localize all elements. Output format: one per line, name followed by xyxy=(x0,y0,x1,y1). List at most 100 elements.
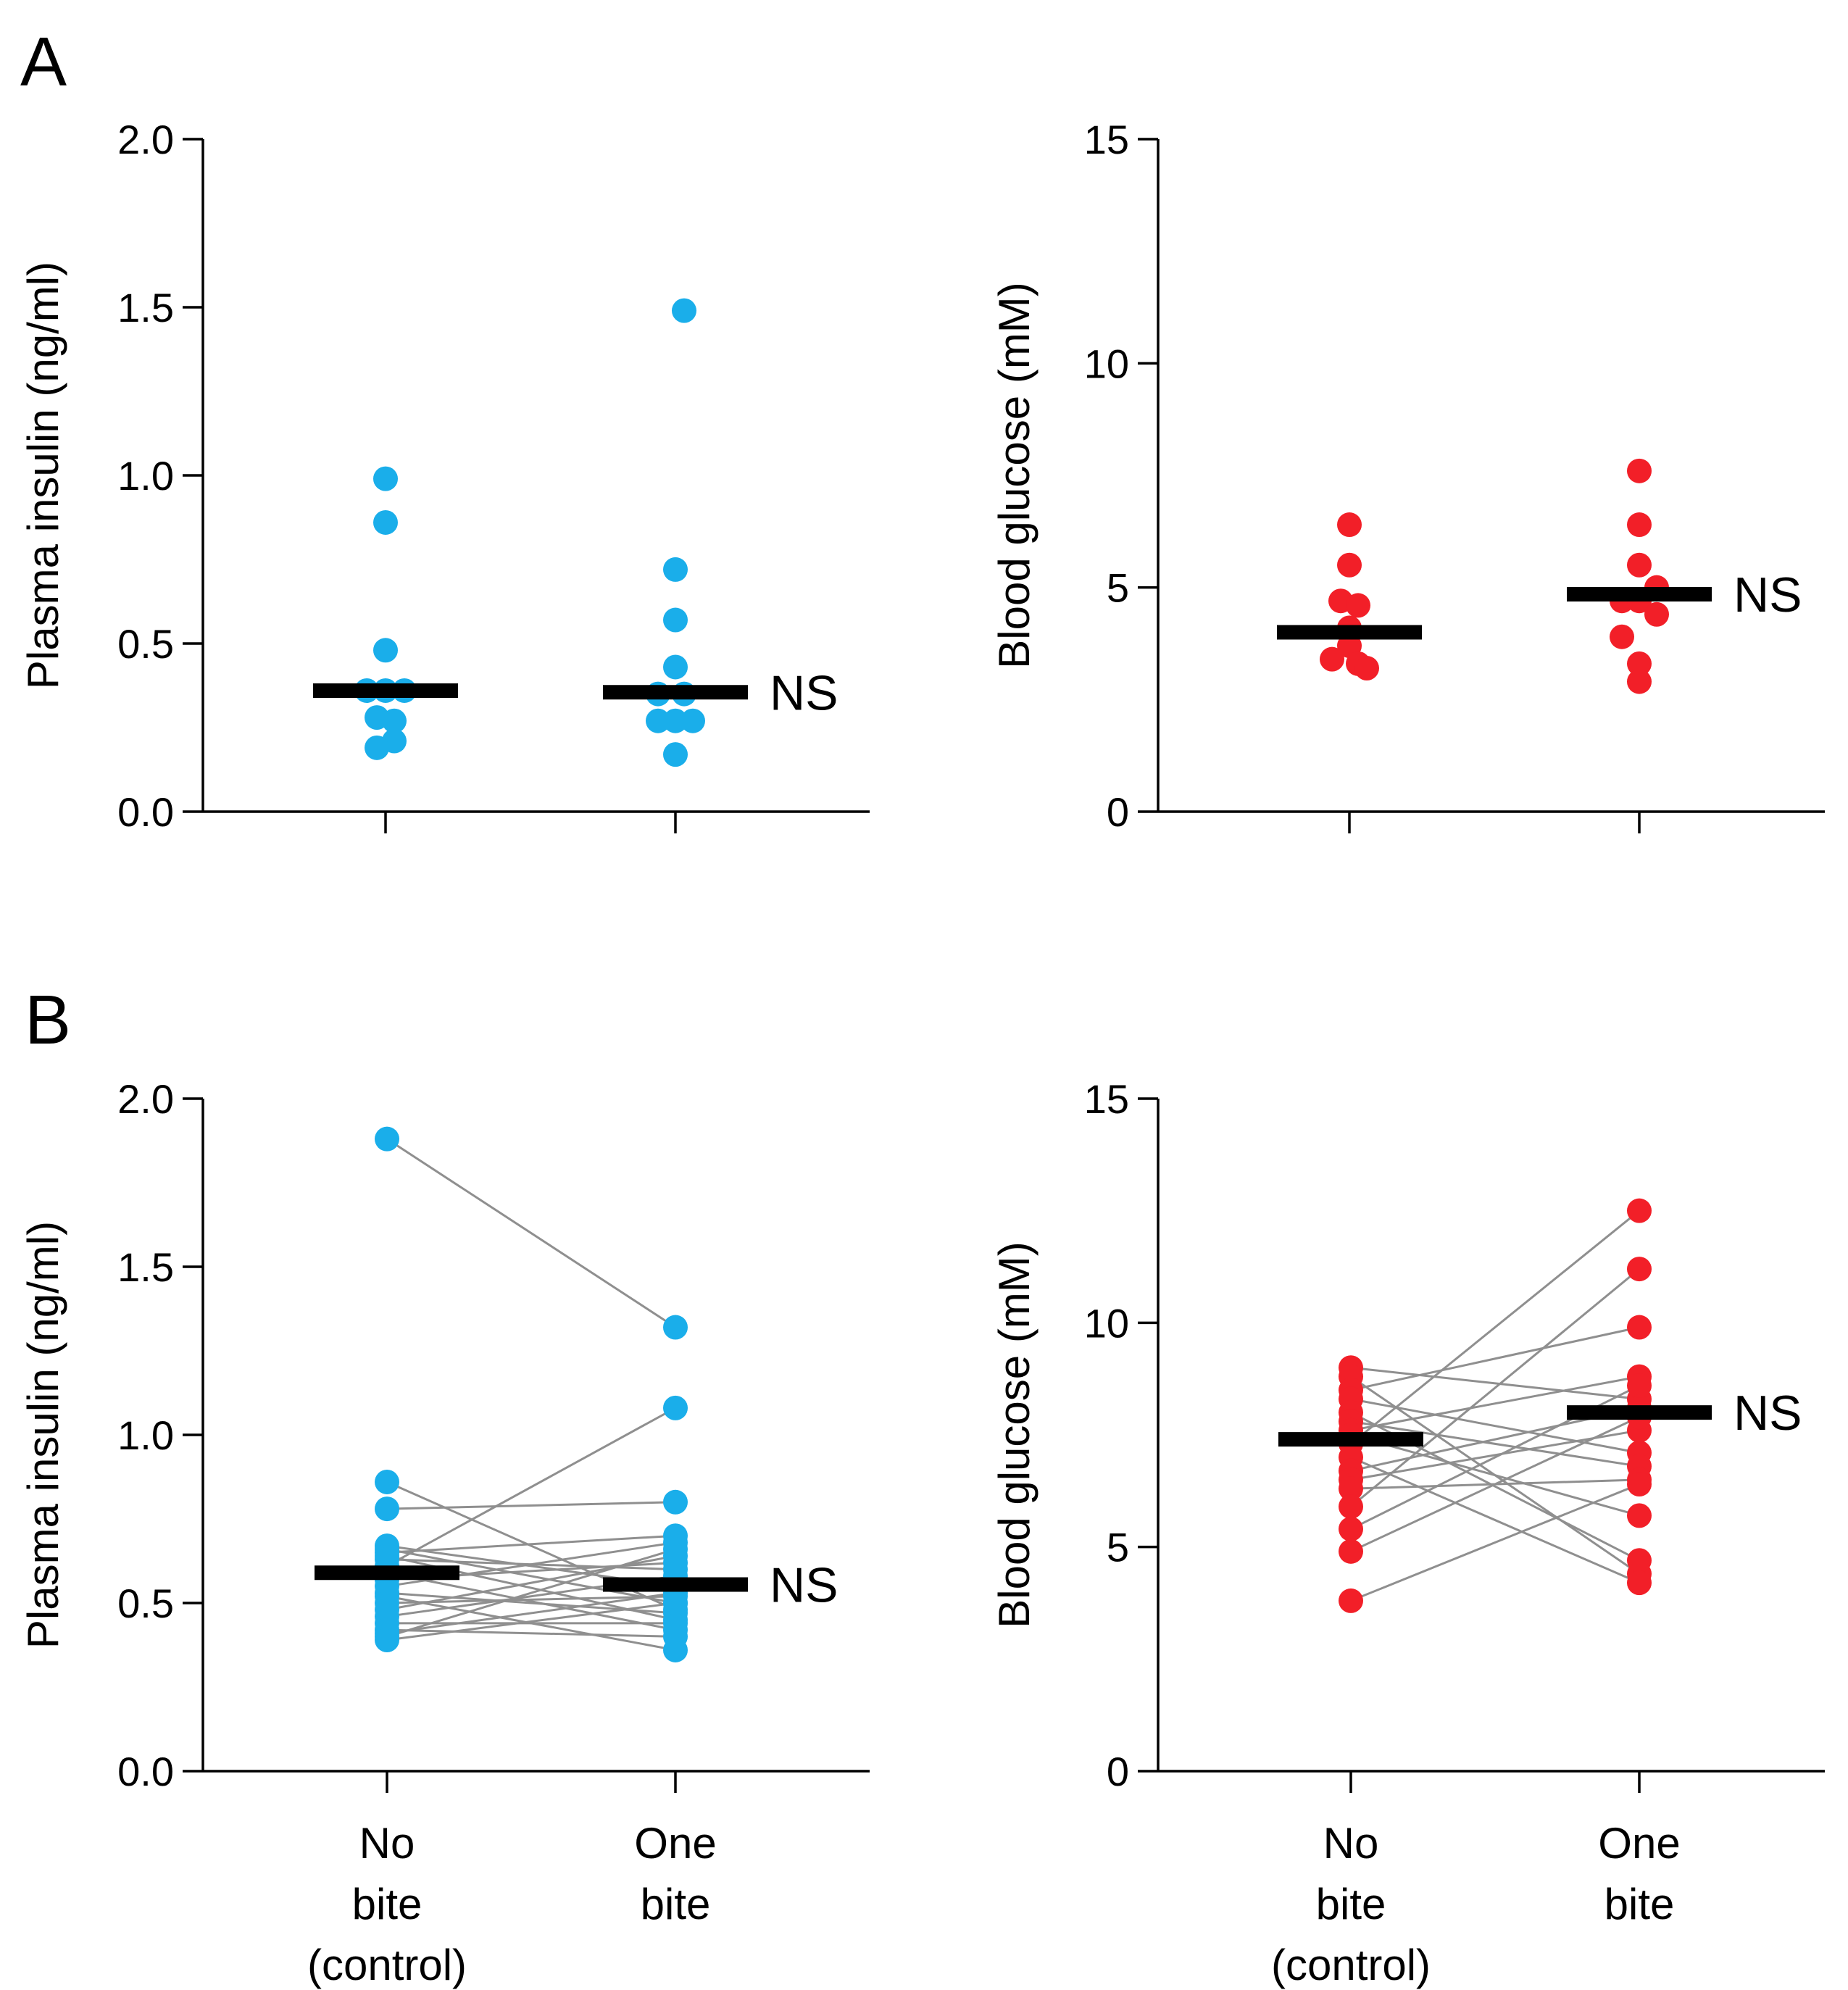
pair-line xyxy=(386,1407,676,1568)
pair-line xyxy=(1350,1375,1640,1432)
data-point xyxy=(1627,669,1652,694)
pair-line xyxy=(386,1534,676,1554)
data-point xyxy=(1339,1516,1363,1541)
panel-label-b: B xyxy=(25,981,71,1059)
data-point xyxy=(1627,512,1652,538)
data-point xyxy=(1337,512,1362,538)
y-tick-label: 1.0 xyxy=(117,453,174,499)
data-point xyxy=(663,607,688,633)
y-tick-label: 0.5 xyxy=(117,621,174,667)
y-tick-label: 0.5 xyxy=(117,1581,174,1626)
data-point xyxy=(646,708,670,733)
y-axis-label: Plasma insulin (ng/ml) xyxy=(19,1221,67,1649)
pair-line xyxy=(1350,1398,1640,1454)
data-point xyxy=(663,557,688,582)
data-point xyxy=(1339,1588,1363,1613)
y-axis-label: Blood glucose (mM) xyxy=(990,282,1039,669)
significance-label: NS xyxy=(770,1557,838,1612)
y-tick-label: 2.0 xyxy=(117,117,174,162)
y-tick-label: 2.0 xyxy=(117,1076,174,1122)
data-point xyxy=(663,708,688,733)
category-label: (control) xyxy=(1271,1941,1431,1989)
pair-line xyxy=(386,1602,676,1641)
data-point xyxy=(1337,552,1362,578)
chart-A-glucose: 0 5 10 15 Blood glucose (mM) NS xyxy=(990,117,1825,835)
pair-line xyxy=(386,1548,676,1604)
y-tick-label: 15 xyxy=(1084,1076,1129,1122)
pair-line xyxy=(386,1591,676,1635)
y-tick-label: 10 xyxy=(1084,341,1129,386)
y-tick-label: 0.0 xyxy=(117,1749,174,1794)
pair-line xyxy=(386,1571,676,1631)
y-tick-label: 5 xyxy=(1107,1525,1129,1570)
data-point xyxy=(672,298,696,323)
data-point xyxy=(1627,1472,1652,1497)
pair-line xyxy=(386,1548,676,1638)
data-point xyxy=(663,1624,688,1649)
pair-line xyxy=(386,1628,676,1638)
data-point xyxy=(1320,646,1344,672)
data-point xyxy=(375,1469,399,1494)
y-tick-label: 10 xyxy=(1084,1300,1129,1346)
chart-A-insulin: 0.0 0.5 1.0 1.5 2.0 Plasma insulin (ng/ml) NS xyxy=(19,117,870,835)
pair-line xyxy=(1350,1483,1640,1602)
data-point xyxy=(663,1591,688,1615)
data-point xyxy=(663,1536,688,1562)
chart-B-insulin: 0.0 0.5 1.0 1.5 2.0 Plasma insulin (ng/ml) NS N… xyxy=(19,1076,870,1989)
category-label: (control) xyxy=(307,1941,467,1989)
data-point xyxy=(663,1489,688,1515)
data-point xyxy=(373,466,398,491)
category-label: One xyxy=(1598,1819,1680,1868)
pair-line xyxy=(1350,1420,1640,1467)
y-tick-label: 1.0 xyxy=(117,1412,174,1458)
significance-label: NS xyxy=(770,665,838,720)
pair-line xyxy=(386,1138,676,1328)
pair-line xyxy=(1350,1366,1640,1400)
y-axis-label: Blood glucose (mM) xyxy=(990,1241,1039,1628)
category-label: bite xyxy=(1316,1880,1386,1928)
data-point xyxy=(680,708,705,733)
y-tick-label: 0 xyxy=(1107,789,1129,835)
data-point xyxy=(663,1395,688,1420)
category-label: No xyxy=(359,1819,415,1868)
data-point xyxy=(1339,1476,1363,1502)
data-point xyxy=(365,735,389,760)
pair-line xyxy=(1350,1267,1640,1508)
y-tick-label: 0 xyxy=(1107,1749,1129,1794)
data-point xyxy=(1339,1494,1363,1519)
pair-line xyxy=(386,1595,676,1604)
data-point xyxy=(375,1126,399,1152)
data-point xyxy=(1354,656,1379,681)
y-tick-label: 5 xyxy=(1107,565,1129,611)
y-tick-label: 0.0 xyxy=(117,789,174,835)
data-point xyxy=(1644,601,1669,627)
data-point xyxy=(373,638,398,663)
data-point xyxy=(1627,651,1652,676)
pair-line xyxy=(1350,1415,1640,1553)
category-label: bite xyxy=(352,1880,423,1928)
data-point xyxy=(1627,1373,1652,1398)
data-point xyxy=(663,654,688,680)
category-label: bite xyxy=(641,1880,711,1928)
data-point xyxy=(1610,624,1634,649)
data-point xyxy=(663,742,688,767)
data-point xyxy=(375,1628,399,1653)
significance-label: NS xyxy=(1733,567,1802,623)
pair-line xyxy=(386,1501,676,1510)
data-point xyxy=(1627,1503,1652,1528)
chart-B-glucose: 0 5 10 15 Blood glucose (mM) NS No bite (control… xyxy=(990,1076,1825,1989)
data-point xyxy=(1346,593,1370,618)
pair-line xyxy=(1350,1433,1640,1517)
pair-line xyxy=(1350,1326,1640,1391)
y-tick-label: 1.5 xyxy=(117,285,174,330)
pair-line xyxy=(1350,1456,1640,1584)
panel-label-a: A xyxy=(20,23,67,101)
data-point xyxy=(1627,1315,1652,1340)
data-point xyxy=(382,708,407,733)
category-label: bite xyxy=(1604,1880,1675,1928)
data-point xyxy=(1627,1570,1652,1596)
data-point xyxy=(373,509,398,535)
y-tick-label: 15 xyxy=(1084,117,1129,162)
y-axis-label: Plasma insulin (ng/ml) xyxy=(19,262,67,689)
